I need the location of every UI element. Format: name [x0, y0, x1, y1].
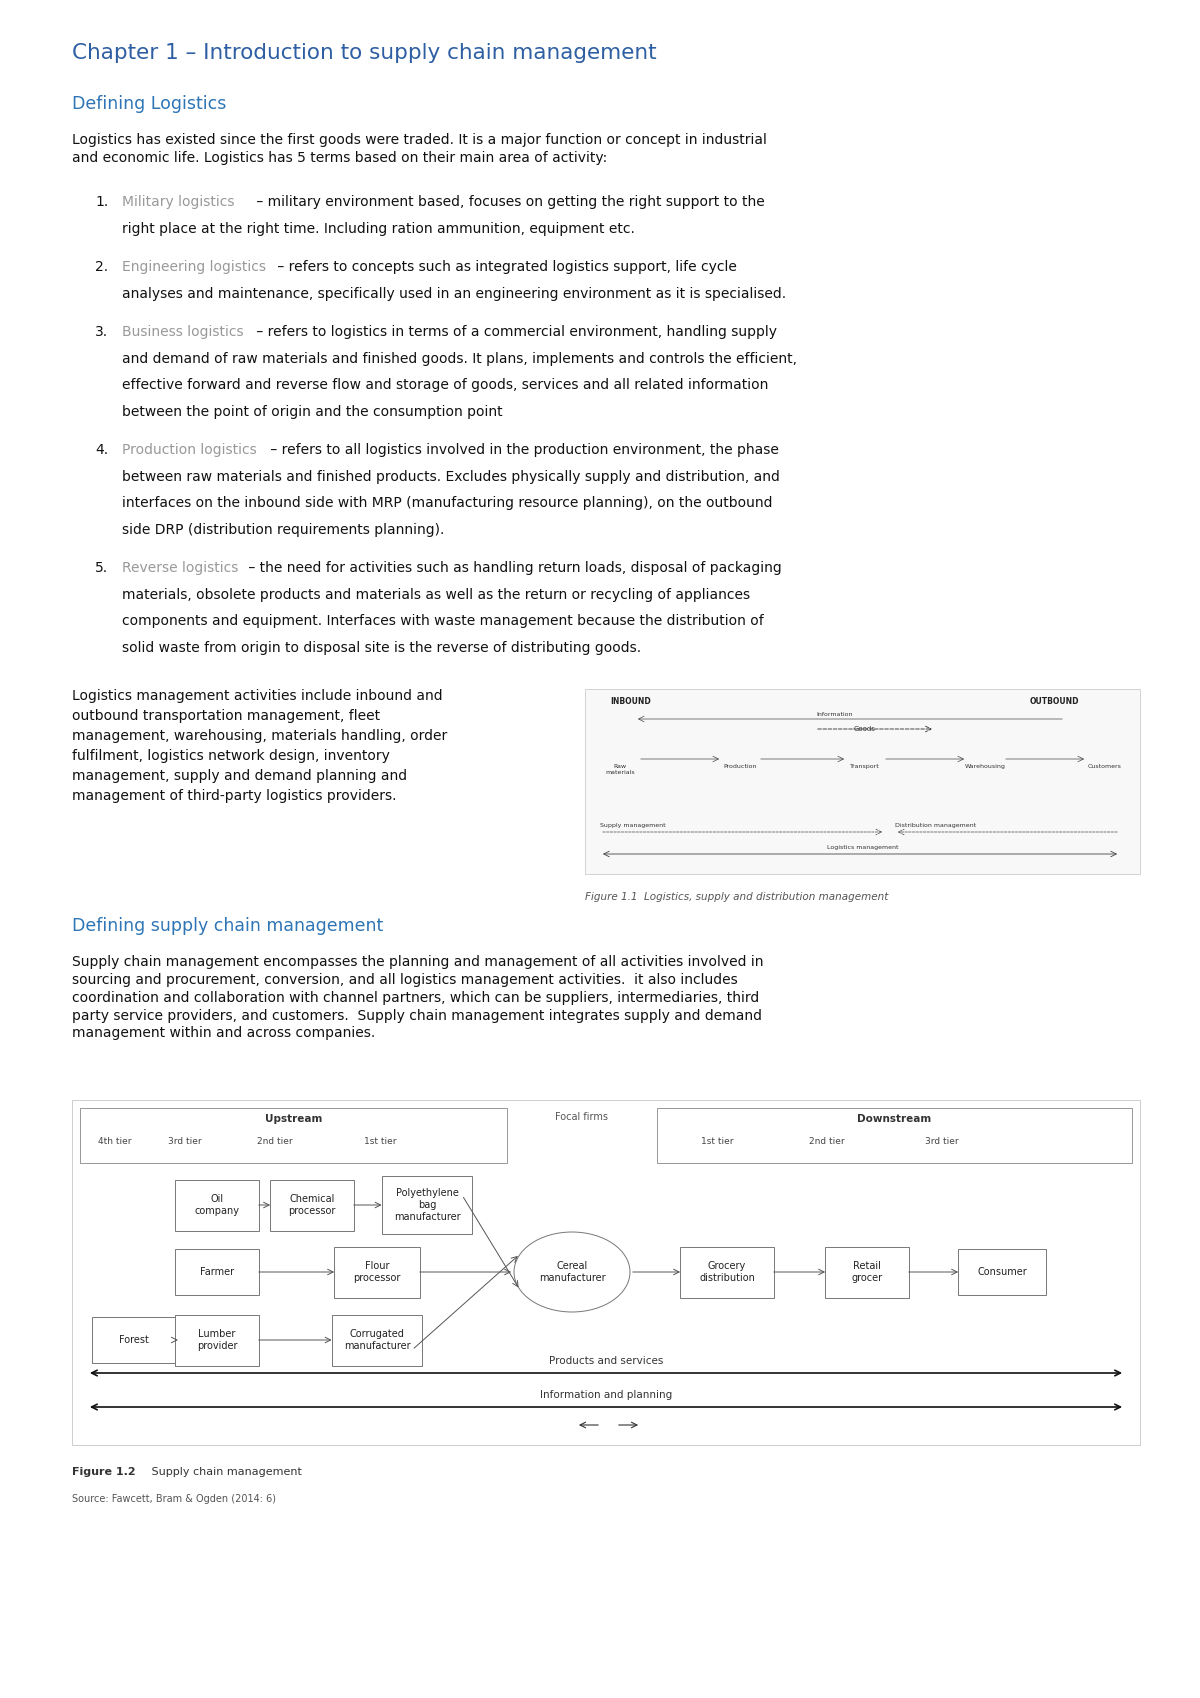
Text: INBOUND: INBOUND [610, 696, 650, 706]
FancyBboxPatch shape [175, 1180, 259, 1231]
FancyBboxPatch shape [658, 1109, 1132, 1163]
Text: Products and services: Products and services [548, 1357, 664, 1365]
Text: Focal firms: Focal firms [556, 1112, 608, 1122]
FancyBboxPatch shape [334, 1246, 420, 1297]
Text: Customers: Customers [1088, 764, 1122, 769]
Text: 1.: 1. [95, 195, 108, 209]
Text: 3rd tier: 3rd tier [168, 1138, 202, 1146]
Text: right place at the right time. Including ration ammunition, equipment etc.: right place at the right time. Including… [122, 221, 635, 236]
Text: Upstream: Upstream [265, 1114, 322, 1124]
FancyBboxPatch shape [175, 1250, 259, 1296]
Text: Logistics management activities include inbound and
outbound transportation mana: Logistics management activities include … [72, 689, 448, 803]
FancyBboxPatch shape [270, 1180, 354, 1231]
FancyBboxPatch shape [586, 689, 1140, 874]
Text: Source: Fawcett, Bram & Ogden (2014: 6): Source: Fawcett, Bram & Ogden (2014: 6) [72, 1494, 276, 1504]
Text: Warehousing: Warehousing [965, 764, 1006, 769]
Text: components and equipment. Interfaces with waste management because the distribut: components and equipment. Interfaces wit… [122, 615, 763, 628]
FancyBboxPatch shape [680, 1246, 774, 1297]
Text: 2nd tier: 2nd tier [257, 1138, 293, 1146]
Text: Forest: Forest [119, 1335, 149, 1345]
FancyBboxPatch shape [826, 1246, 910, 1297]
Text: 4th tier: 4th tier [98, 1138, 132, 1146]
Text: between the point of origin and the consumption point: between the point of origin and the cons… [122, 404, 503, 418]
Text: 1st tier: 1st tier [701, 1138, 733, 1146]
Text: Chapter 1 – Introduction to supply chain management: Chapter 1 – Introduction to supply chain… [72, 42, 656, 63]
Text: Production: Production [724, 764, 757, 769]
Text: Transport: Transport [850, 764, 880, 769]
Text: Information and planning: Information and planning [540, 1391, 672, 1399]
Text: effective forward and reverse flow and storage of goods, services and all relate: effective forward and reverse flow and s… [122, 379, 768, 392]
Text: – the need for activities such as handling return loads, disposal of packaging: – the need for activities such as handli… [245, 560, 782, 576]
Text: materials, obsolete products and materials as well as the return or recycling of: materials, obsolete products and materia… [122, 588, 750, 601]
Text: Figure 1.2: Figure 1.2 [72, 1467, 136, 1477]
Text: Grocery
distribution: Grocery distribution [700, 1262, 755, 1282]
Text: Lumber
provider: Lumber provider [197, 1330, 238, 1352]
Text: Supply management: Supply management [600, 824, 666, 829]
Text: – refers to logistics in terms of a commercial environment, handling supply: – refers to logistics in terms of a comm… [252, 324, 776, 340]
Text: Military logistics: Military logistics [122, 195, 234, 209]
Text: 1st tier: 1st tier [364, 1138, 396, 1146]
FancyBboxPatch shape [175, 1314, 259, 1365]
Ellipse shape [514, 1233, 630, 1313]
Text: 4.: 4. [95, 443, 108, 457]
Text: solid waste from origin to disposal site is the reverse of distributing goods.: solid waste from origin to disposal site… [122, 640, 641, 654]
Text: Farmer: Farmer [200, 1267, 234, 1277]
Text: Distribution management: Distribution management [895, 824, 976, 829]
Text: Consumer: Consumer [977, 1267, 1027, 1277]
Text: Defining Logistics: Defining Logistics [72, 95, 227, 114]
Text: Defining supply chain management: Defining supply chain management [72, 917, 383, 936]
Text: 5.: 5. [95, 560, 108, 576]
Text: Reverse logistics: Reverse logistics [122, 560, 239, 576]
Text: Chemical
processor: Chemical processor [288, 1194, 336, 1216]
Text: side DRP (distribution requirements planning).: side DRP (distribution requirements plan… [122, 523, 444, 537]
Text: Polyethylene
bag
manufacturer: Polyethylene bag manufacturer [394, 1189, 461, 1221]
Text: Business logistics: Business logistics [122, 324, 244, 340]
Text: analyses and maintenance, specifically used in an engineering environment as it : analyses and maintenance, specifically u… [122, 287, 786, 301]
Text: 2.: 2. [95, 260, 108, 273]
FancyBboxPatch shape [80, 1109, 506, 1163]
Text: Corrugated
manufacturer: Corrugated manufacturer [343, 1330, 410, 1352]
Text: Raw
materials: Raw materials [605, 764, 635, 774]
Text: 2nd tier: 2nd tier [809, 1138, 845, 1146]
Text: Oil
company: Oil company [194, 1194, 240, 1216]
Text: Figure 1.1  Logistics, supply and distribution management: Figure 1.1 Logistics, supply and distrib… [586, 891, 888, 902]
FancyBboxPatch shape [958, 1250, 1046, 1296]
Text: Downstream: Downstream [857, 1114, 931, 1124]
FancyBboxPatch shape [92, 1318, 176, 1363]
Text: Goods: Goods [854, 727, 876, 732]
Text: Supply chain management encompasses the planning and management of all activitie: Supply chain management encompasses the … [72, 954, 763, 1041]
Text: Logistics management: Logistics management [827, 846, 899, 851]
Text: between raw materials and finished products. Excludes physically supply and dist: between raw materials and finished produ… [122, 470, 780, 484]
Text: Cereal
manufacturer: Cereal manufacturer [539, 1262, 605, 1282]
Text: Engineering logistics: Engineering logistics [122, 260, 266, 273]
Text: – refers to concepts such as integrated logistics support, life cycle: – refers to concepts such as integrated … [274, 260, 737, 273]
FancyBboxPatch shape [331, 1314, 422, 1365]
Text: Retail
grocer: Retail grocer [852, 1262, 882, 1282]
Text: Logistics has existed since the first goods were traded. It is a major function : Logistics has existed since the first go… [72, 132, 767, 165]
Text: Production logistics: Production logistics [122, 443, 257, 457]
Text: – military environment based, focuses on getting the right support to the: – military environment based, focuses on… [252, 195, 764, 209]
FancyBboxPatch shape [72, 1100, 1140, 1445]
Text: Supply chain management: Supply chain management [148, 1467, 302, 1477]
Text: and demand of raw materials and finished goods. It plans, implements and control: and demand of raw materials and finished… [122, 351, 797, 365]
FancyBboxPatch shape [382, 1177, 473, 1234]
Text: Information: Information [817, 711, 853, 717]
Text: interfaces on the inbound side with MRP (manufacturing resource planning), on th: interfaces on the inbound side with MRP … [122, 496, 773, 509]
Text: 3.: 3. [95, 324, 108, 340]
Text: OUTBOUND: OUTBOUND [1030, 696, 1080, 706]
Text: 3rd tier: 3rd tier [925, 1138, 959, 1146]
Text: Flour
processor: Flour processor [353, 1262, 401, 1282]
Text: – refers to all logistics involved in the production environment, the phase: – refers to all logistics involved in th… [266, 443, 779, 457]
